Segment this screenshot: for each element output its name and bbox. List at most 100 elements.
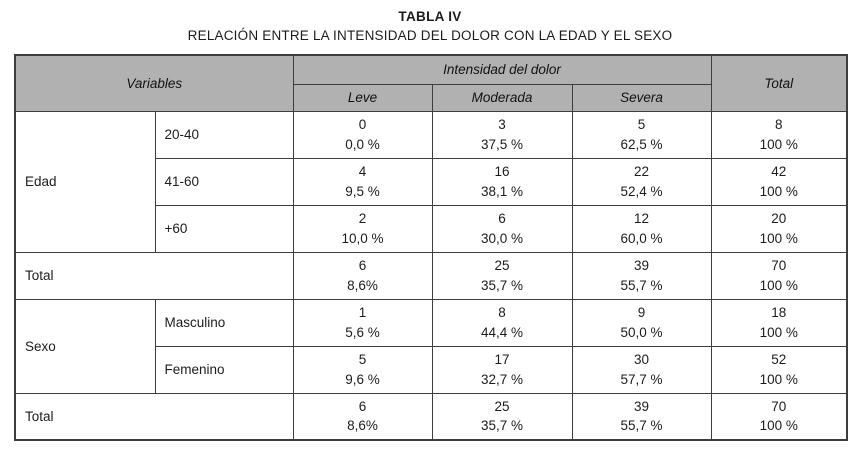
cell-20-40-moderada: 3 37,5 % bbox=[431, 110, 573, 159]
percent: 100 % bbox=[759, 324, 798, 340]
cell-femenino-total: 52 100 % bbox=[710, 345, 848, 394]
table-row: +60 2 10,0 % 6 30,0 % 12 60,0 % 20 100 % bbox=[15, 204, 848, 253]
count: 6 bbox=[358, 257, 367, 273]
count: 22 bbox=[633, 163, 650, 179]
table-subtitle: RELACIÓN ENTRE LA INTENSIDAD DEL DOLOR C… bbox=[187, 28, 673, 43]
percent: 62,5 % bbox=[620, 136, 663, 152]
count: 3 bbox=[498, 116, 506, 132]
percent: 30,0 % bbox=[480, 230, 524, 246]
cell-masculino-total: 18 100 % bbox=[710, 298, 848, 347]
cell-edad-total-leve: 6 8,6% bbox=[292, 251, 433, 300]
percent: 8,6% bbox=[347, 418, 378, 434]
count: 18 bbox=[771, 304, 787, 320]
cell-sexo-total-moderada: 25 35,7 % bbox=[431, 392, 573, 441]
cell-20-40-severa: 5 62,5 % bbox=[571, 110, 712, 159]
count: 39 bbox=[633, 257, 650, 273]
count: 12 bbox=[633, 210, 650, 226]
count: 17 bbox=[494, 351, 510, 367]
cell-60plus-total: 20 100 % bbox=[710, 204, 848, 253]
count: 42 bbox=[771, 163, 787, 179]
count: 6 bbox=[498, 210, 506, 226]
row-label-masculino: Masculino bbox=[154, 298, 294, 347]
cell-20-40-leve: 0 0,0 % bbox=[292, 110, 433, 159]
row-label-60plus: +60 bbox=[154, 204, 294, 253]
percent: 100 % bbox=[759, 136, 798, 152]
row-label-sexo-total: Total bbox=[14, 392, 294, 441]
count: 2 bbox=[358, 210, 367, 226]
cell-femenino-leve: 5 9,6 % bbox=[292, 345, 433, 394]
count: 39 bbox=[633, 398, 650, 414]
count: 0 bbox=[358, 116, 367, 132]
count: 70 bbox=[771, 398, 787, 414]
percent: 60,0 % bbox=[620, 230, 663, 246]
table-row-total: Total 6 8,6% 25 35,7 % 39 55,7 % 70 100 … bbox=[14, 251, 848, 300]
percent: 35,7 % bbox=[480, 277, 524, 293]
percent: 57,7 % bbox=[620, 371, 663, 387]
cell-edad-total-total: 70 100 % bbox=[710, 251, 848, 300]
count: 52 bbox=[771, 351, 787, 367]
cell-41-60-leve: 4 9,5 % bbox=[292, 157, 433, 206]
header-intensidad: Intensidad del dolor bbox=[292, 54, 712, 85]
count: 9 bbox=[637, 304, 646, 320]
percent: 100 % bbox=[759, 277, 798, 293]
percent: 100 % bbox=[759, 230, 798, 246]
group-label-sexo: Sexo bbox=[14, 298, 156, 394]
row-label-41-60: 41-60 bbox=[154, 157, 294, 206]
percent: 9,5 % bbox=[345, 183, 380, 199]
header-total: Total bbox=[710, 54, 848, 112]
percent: 37,5 % bbox=[480, 136, 524, 152]
count: 25 bbox=[494, 257, 510, 273]
count: 16 bbox=[494, 163, 510, 179]
cell-masculino-moderada: 8 44,4 % bbox=[431, 298, 573, 347]
count: 20 bbox=[771, 210, 787, 226]
header-variables: Variables bbox=[14, 54, 294, 112]
table-row: Femenino 5 9,6 % 17 32,7 % 30 57,7 % 52 … bbox=[15, 345, 848, 394]
row-label-20-40: 20-40 bbox=[154, 110, 294, 159]
count: 1 bbox=[358, 304, 367, 320]
percent: 55,7 % bbox=[620, 418, 663, 434]
cell-femenino-severa: 30 57,7 % bbox=[571, 345, 712, 394]
count: 6 bbox=[358, 398, 367, 414]
percent: 9,6 % bbox=[345, 371, 380, 387]
count: 30 bbox=[633, 351, 650, 367]
percent: 100 % bbox=[759, 183, 798, 199]
cell-41-60-severa: 22 52,4 % bbox=[571, 157, 712, 206]
header-leve: Leve bbox=[292, 83, 433, 112]
row-label-edad-total: Total bbox=[14, 251, 294, 300]
cell-41-60-moderada: 16 38,1 % bbox=[431, 157, 573, 206]
percent: 38,1 % bbox=[480, 183, 524, 199]
cell-60plus-moderada: 6 30,0 % bbox=[431, 204, 573, 253]
cell-sexo-total-leve: 6 8,6% bbox=[292, 392, 433, 441]
count: 8 bbox=[498, 304, 506, 320]
cell-60plus-leve: 2 10,0 % bbox=[292, 204, 433, 253]
cell-masculino-leve: 1 5,6 % bbox=[292, 298, 433, 347]
percent: 50,0 % bbox=[620, 324, 663, 340]
table-row: 41-60 4 9,5 % 16 38,1 % 22 52,4 % 42 100… bbox=[15, 157, 848, 206]
cell-20-40-total: 8 100 % bbox=[710, 110, 848, 159]
count: 8 bbox=[775, 116, 783, 132]
table-row: Edad 20-40 0 0,0 % 3 37,5 % 5 62,5 % 8 1… bbox=[14, 110, 848, 253]
cell-edad-total-moderada: 25 35,7 % bbox=[431, 251, 573, 300]
percent: 52,4 % bbox=[620, 183, 663, 199]
cell-41-60-total: 42 100 % bbox=[710, 157, 848, 206]
percent: 100 % bbox=[759, 371, 798, 387]
count: 5 bbox=[637, 116, 646, 132]
table-row: Sexo Masculino 1 5,6 % 8 44,4 % 9 50,0 %… bbox=[14, 298, 848, 394]
cell-edad-total-severa: 39 55,7 % bbox=[571, 251, 712, 300]
page: TABLA IV RELACIÓN ENTRE LA INTENSIDAD DE… bbox=[14, 9, 849, 441]
percent: 8,6% bbox=[347, 277, 378, 293]
percent: 35,7 % bbox=[480, 418, 524, 434]
percent: 100 % bbox=[759, 418, 798, 434]
count: 5 bbox=[358, 351, 367, 367]
table-title: TABLA IV bbox=[398, 9, 462, 24]
percent: 32,7 % bbox=[480, 371, 524, 387]
count: 70 bbox=[771, 257, 787, 273]
data-table: Variables Intensidad del dolor Total Lev… bbox=[14, 54, 849, 441]
percent: 44,4 % bbox=[480, 324, 524, 340]
cell-sexo-total-total: 70 100 % bbox=[710, 392, 848, 441]
row-label-femenino: Femenino bbox=[154, 345, 294, 394]
percent: 0,0 % bbox=[345, 136, 380, 152]
percent: 5,6 % bbox=[345, 324, 380, 340]
group-label-edad: Edad bbox=[14, 110, 156, 253]
count: 25 bbox=[494, 398, 510, 414]
